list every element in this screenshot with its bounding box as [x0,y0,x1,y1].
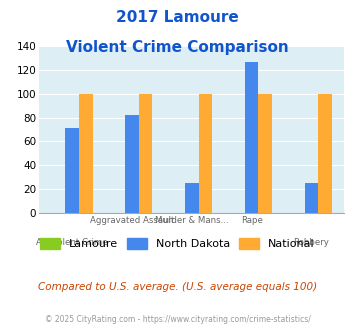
Text: Aggravated Assault: Aggravated Assault [90,216,174,225]
Bar [65,128,79,213]
Bar [125,115,139,213]
Text: All Violent Crime: All Violent Crime [36,238,108,247]
Bar [185,183,198,213]
Bar [139,94,153,213]
Legend: Lamoure, North Dakota, National: Lamoure, North Dakota, National [36,234,319,253]
Text: Murder & Mans...: Murder & Mans... [155,216,229,225]
Text: Rape: Rape [241,216,262,225]
Bar [245,62,258,213]
Text: Compared to U.S. average. (U.S. average equals 100): Compared to U.S. average. (U.S. average … [38,282,317,292]
Bar [198,94,212,213]
Bar [305,183,318,213]
Text: Violent Crime Comparison: Violent Crime Comparison [66,40,289,54]
Text: 2017 Lamoure: 2017 Lamoure [116,10,239,25]
Text: © 2025 CityRating.com - https://www.cityrating.com/crime-statistics/: © 2025 CityRating.com - https://www.city… [45,315,310,324]
Bar [318,94,332,213]
Bar [79,94,93,213]
Bar [258,94,272,213]
Text: Robbery: Robbery [294,238,329,247]
